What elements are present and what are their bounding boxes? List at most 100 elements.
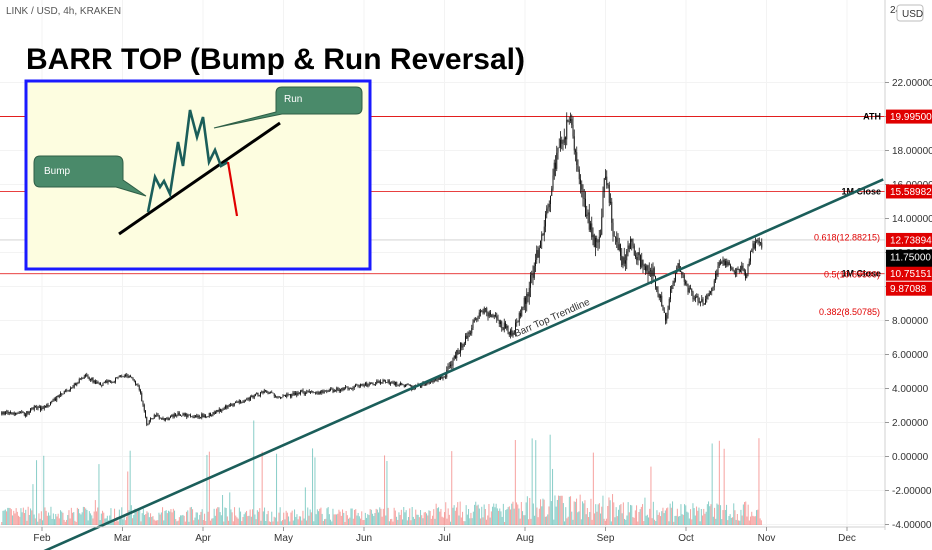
candle-body [661,295,663,306]
candle-body [57,396,59,398]
candle-body [172,415,174,417]
candle-body [175,414,176,417]
candle-body [488,312,490,317]
candle-body [501,321,503,328]
candle-body [126,374,128,376]
candle-body [205,415,206,418]
candle-body [270,392,271,393]
candle-body [492,316,494,318]
candle-body [217,410,219,412]
candle-body [508,331,510,335]
candle-body [167,418,169,421]
candle-body [102,382,104,386]
candle-body [265,390,266,391]
candle-body [156,414,158,416]
candle-body [296,392,298,396]
candle-body [638,252,640,256]
candle-body [257,393,259,396]
candle-body [47,404,49,407]
candle-body [77,382,79,384]
candle-body [405,384,406,387]
candle-body [225,405,226,409]
candle-body [128,375,130,378]
candle-body [648,271,650,274]
candle-body [220,408,221,412]
candle-body [398,384,400,386]
candle-body [490,312,491,315]
candle-body [505,322,506,329]
candle-body [32,408,34,410]
candle-body [210,412,211,416]
candle-body [472,322,474,328]
currency-badge[interactable] [896,4,924,22]
bump-label: Bump [44,166,71,177]
candle-body [351,388,353,390]
y-tick-label: 22.00000 [892,78,932,89]
price-tag [886,266,932,281]
candle-body [282,395,284,398]
candle-body [231,404,233,406]
y-tick-label: 14.00000 [892,214,932,225]
candle-body [71,387,73,389]
candle-body [671,285,673,290]
price-tag [886,281,932,296]
candle-body [91,377,93,381]
candle-body [652,268,654,277]
price-tag [886,249,932,264]
y-tick-label: 6.00000 [892,350,929,361]
candle-body [391,382,393,384]
candle-body [223,408,225,410]
candle-body [136,384,138,386]
candle-body [242,402,244,403]
candle-body [481,310,483,312]
candle-body [6,411,8,413]
candle-body [443,376,445,378]
candle-body [96,382,98,384]
candle-body [700,301,701,303]
candle-body [527,293,529,297]
candle-body [712,286,714,289]
candle-body [311,391,313,392]
candle-body [523,297,525,308]
run-callout-shape [213,86,363,129]
level-name: 1M Close [841,269,881,279]
candle-body [122,376,124,378]
candle-body [40,406,41,411]
candle-body [628,245,630,250]
candle-body [556,152,558,169]
candle-body [663,310,665,314]
candle-body [702,299,704,304]
candle-body [737,268,739,270]
candle-body [651,270,653,277]
candle-body [216,410,218,413]
candle-body [600,234,601,237]
candle-body [390,383,391,385]
run-callout: Run [213,86,363,129]
x-tick-label: Nov [758,533,776,544]
price-tag [886,109,932,124]
candle-body [227,405,229,408]
candle-body [622,257,624,266]
candle-body [542,234,544,235]
candle-body [747,265,749,275]
candle-body [520,313,521,316]
x-tick-label: Jun [356,533,372,544]
candle-body [436,379,438,381]
bump-callout: Bump [33,155,147,197]
candle-body [515,322,516,335]
candle-body [200,417,201,419]
candle-body [105,380,106,382]
candle-body [541,234,543,241]
candle-body [546,208,548,215]
candle-body [168,417,170,421]
candle-body [160,417,161,419]
candle-body [372,383,374,385]
candle-body [67,390,69,392]
y-tick-label: 4.00000 [892,384,929,395]
candle-body [646,265,648,271]
candle-body [608,184,610,203]
candle-body [540,240,541,248]
candle-body [580,179,581,185]
candle-body [321,390,323,393]
candle-body [355,384,356,387]
